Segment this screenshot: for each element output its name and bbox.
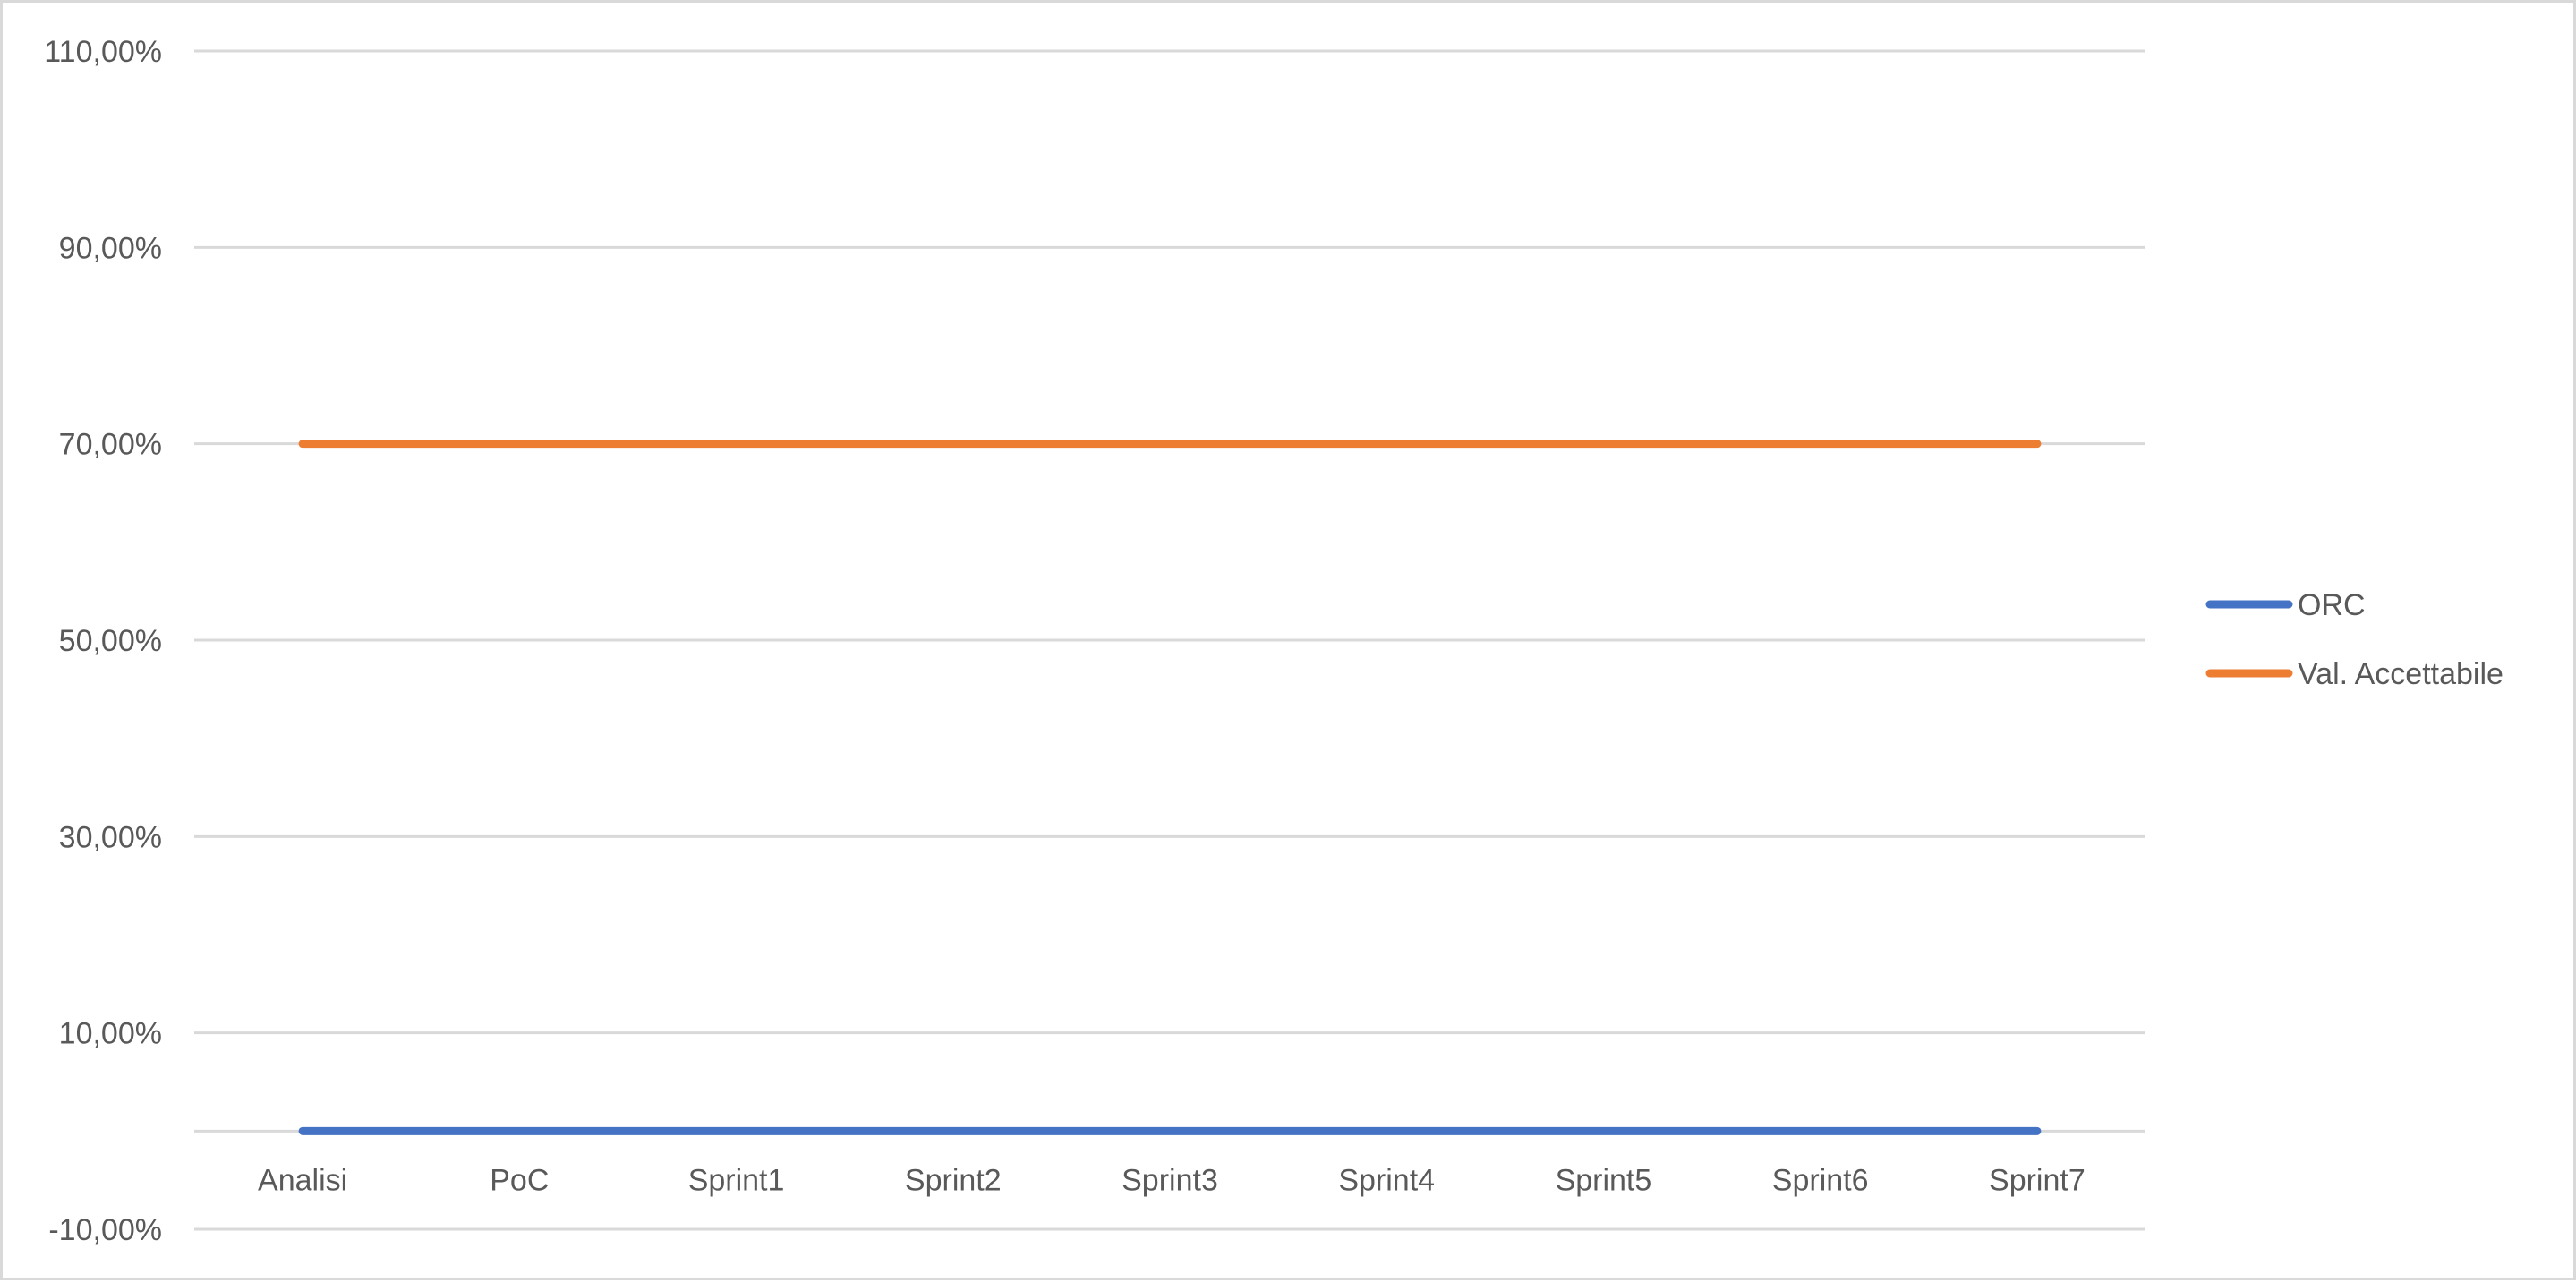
x-tick-label: Analisi — [258, 1163, 347, 1197]
legend-label: Val. Accettabile — [2298, 657, 2503, 691]
x-axis-tick-labels: Analisi PoC Sprint1 Sprint2 Sprint3 Sprint4 Sp… — [258, 1163, 2086, 1197]
gridlines — [194, 49, 2145, 1231]
y-tick-label: 90,00% — [59, 231, 162, 265]
y-tick-label: 30,00% — [59, 820, 162, 854]
legend[interactable]: ORC Val. Accettabile — [2205, 588, 2503, 691]
y-tick-label: 110,00% — [44, 35, 162, 69]
x-tick-label: Sprint6 — [1772, 1163, 1869, 1197]
y-tick-label: 50,00% — [59, 624, 162, 658]
y-tick-label: -10,00% — [48, 1213, 162, 1247]
y-tick-label: 10,00% — [59, 1017, 162, 1051]
x-tick-label: Sprint4 — [1338, 1163, 1435, 1197]
x-tick-label: Sprint1 — [688, 1163, 785, 1197]
line-chart: -10,00% 10,00% 30,00% 50,00% 70,00% 90,00% 110… — [44, 35, 2503, 1247]
series-lines — [298, 440, 2042, 1135]
legend-item[interactable]: ORC — [2205, 588, 2366, 622]
x-tick-label: Sprint5 — [1556, 1163, 1652, 1197]
legend-item[interactable]: Val. Accettabile — [2205, 657, 2503, 691]
y-tick-label: 70,00% — [59, 428, 162, 462]
x-tick-label: Sprint2 — [905, 1163, 1002, 1197]
legend-label: ORC — [2298, 588, 2366, 622]
x-tick-label: Sprint7 — [1989, 1163, 2086, 1197]
x-tick-label: PoC — [490, 1163, 549, 1197]
y-axis-tick-labels: -10,00% 10,00% 30,00% 50,00% 70,00% 90,00% 110… — [44, 35, 162, 1247]
x-tick-label: Sprint3 — [1122, 1163, 1218, 1197]
